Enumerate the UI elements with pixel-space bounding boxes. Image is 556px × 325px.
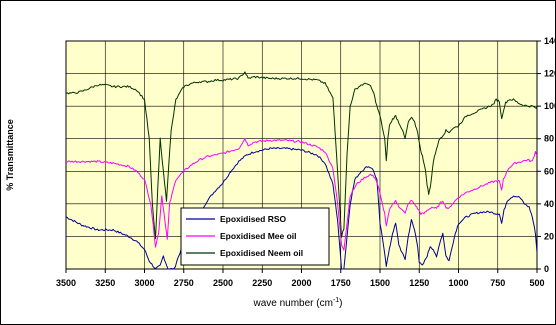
y-tick-label: 80: [544, 134, 554, 144]
legend-label: Epoxidised Neem oil: [220, 248, 303, 258]
y-tick-label: 60: [544, 166, 554, 176]
series-line-3: [65, 71, 538, 240]
x-tick-label: 3250: [95, 278, 115, 288]
legend-label: Epoxidised Mee oil: [220, 231, 297, 241]
x-tick-label: 3000: [134, 278, 154, 288]
x-tick-label: 1250: [409, 278, 429, 288]
x-tick-label: 1500: [370, 278, 390, 288]
x-tick-label: 3500: [56, 278, 76, 288]
x-tick-label: 2500: [213, 278, 233, 288]
x-tick-label: 750: [490, 278, 505, 288]
y-axis-title: % Transmittance: [5, 119, 15, 191]
y-tick-label: 140: [544, 36, 556, 46]
x-tick-label: 500: [529, 278, 544, 288]
y-tick-label: 0: [544, 264, 549, 274]
x-tick-label: 2250: [252, 278, 272, 288]
series-line-2: [65, 138, 538, 251]
series-lines: [65, 71, 538, 270]
y-tick-label: 120: [544, 69, 556, 79]
x-tick-label: 2750: [174, 278, 194, 288]
y-tick-label: 40: [544, 199, 554, 209]
x-tick-label: 1000: [448, 278, 468, 288]
series-line-1: [65, 147, 538, 270]
x-axis-title: wave number (cm-1): [252, 297, 342, 309]
y-tick-label: 100: [544, 101, 556, 111]
legend-label: Epoxidised RSO: [220, 214, 287, 224]
x-tick-label: 1750: [331, 278, 351, 288]
x-tick-label: 2000: [291, 278, 311, 288]
x-axis-ticks: 3500 3250 3000 2750 2500 2250 2000 1750 1500 1250…: [56, 269, 545, 288]
y-tick-label: 20: [544, 231, 554, 241]
y-axis-ticks: 0 20 40 60 80 100 120 140: [537, 36, 556, 274]
legend: Epoxidised RSO Epoxidised Mee oil Epoxidis…: [180, 207, 330, 266]
